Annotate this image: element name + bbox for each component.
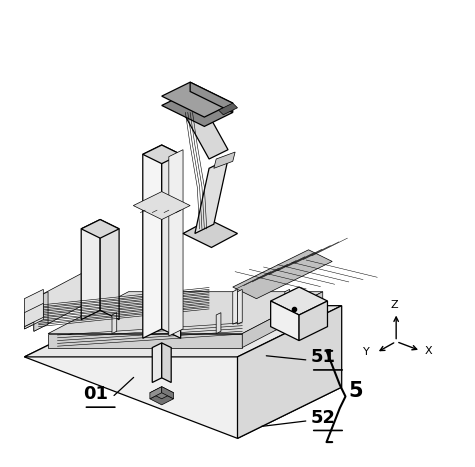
- Polygon shape: [195, 159, 228, 234]
- Polygon shape: [162, 343, 171, 382]
- Text: X: X: [425, 346, 432, 356]
- Polygon shape: [162, 82, 233, 117]
- Polygon shape: [81, 219, 119, 238]
- Polygon shape: [216, 312, 221, 333]
- Polygon shape: [218, 103, 238, 115]
- Text: Y: Y: [363, 347, 370, 358]
- Polygon shape: [190, 82, 233, 113]
- Polygon shape: [150, 387, 162, 399]
- Text: 51: 51: [311, 348, 336, 366]
- Polygon shape: [162, 92, 233, 127]
- Polygon shape: [233, 250, 332, 299]
- Polygon shape: [81, 219, 100, 319]
- Polygon shape: [112, 312, 117, 333]
- Polygon shape: [24, 306, 342, 357]
- Polygon shape: [242, 292, 323, 347]
- Polygon shape: [214, 152, 235, 168]
- Text: 01: 01: [84, 385, 109, 403]
- Polygon shape: [133, 191, 190, 219]
- Polygon shape: [143, 145, 180, 163]
- Polygon shape: [290, 290, 294, 324]
- Polygon shape: [150, 387, 173, 399]
- Polygon shape: [162, 145, 180, 338]
- Polygon shape: [48, 292, 323, 333]
- Polygon shape: [24, 290, 43, 329]
- Text: 52: 52: [311, 409, 336, 427]
- Polygon shape: [48, 333, 242, 347]
- Polygon shape: [169, 150, 183, 336]
- Polygon shape: [24, 306, 342, 439]
- Polygon shape: [299, 301, 327, 340]
- Polygon shape: [183, 219, 238, 248]
- Polygon shape: [143, 145, 162, 338]
- Polygon shape: [238, 290, 242, 324]
- Polygon shape: [152, 343, 162, 382]
- Text: Z: Z: [390, 300, 398, 310]
- Polygon shape: [24, 322, 34, 329]
- Polygon shape: [34, 292, 48, 331]
- Polygon shape: [271, 287, 327, 315]
- Polygon shape: [100, 219, 119, 319]
- Polygon shape: [34, 266, 95, 331]
- Polygon shape: [238, 306, 342, 439]
- Polygon shape: [24, 304, 43, 326]
- Polygon shape: [285, 290, 290, 324]
- Polygon shape: [233, 290, 238, 324]
- Polygon shape: [150, 393, 173, 405]
- Polygon shape: [271, 301, 299, 340]
- Polygon shape: [180, 99, 228, 159]
- Text: 5: 5: [349, 382, 363, 402]
- Polygon shape: [162, 387, 173, 399]
